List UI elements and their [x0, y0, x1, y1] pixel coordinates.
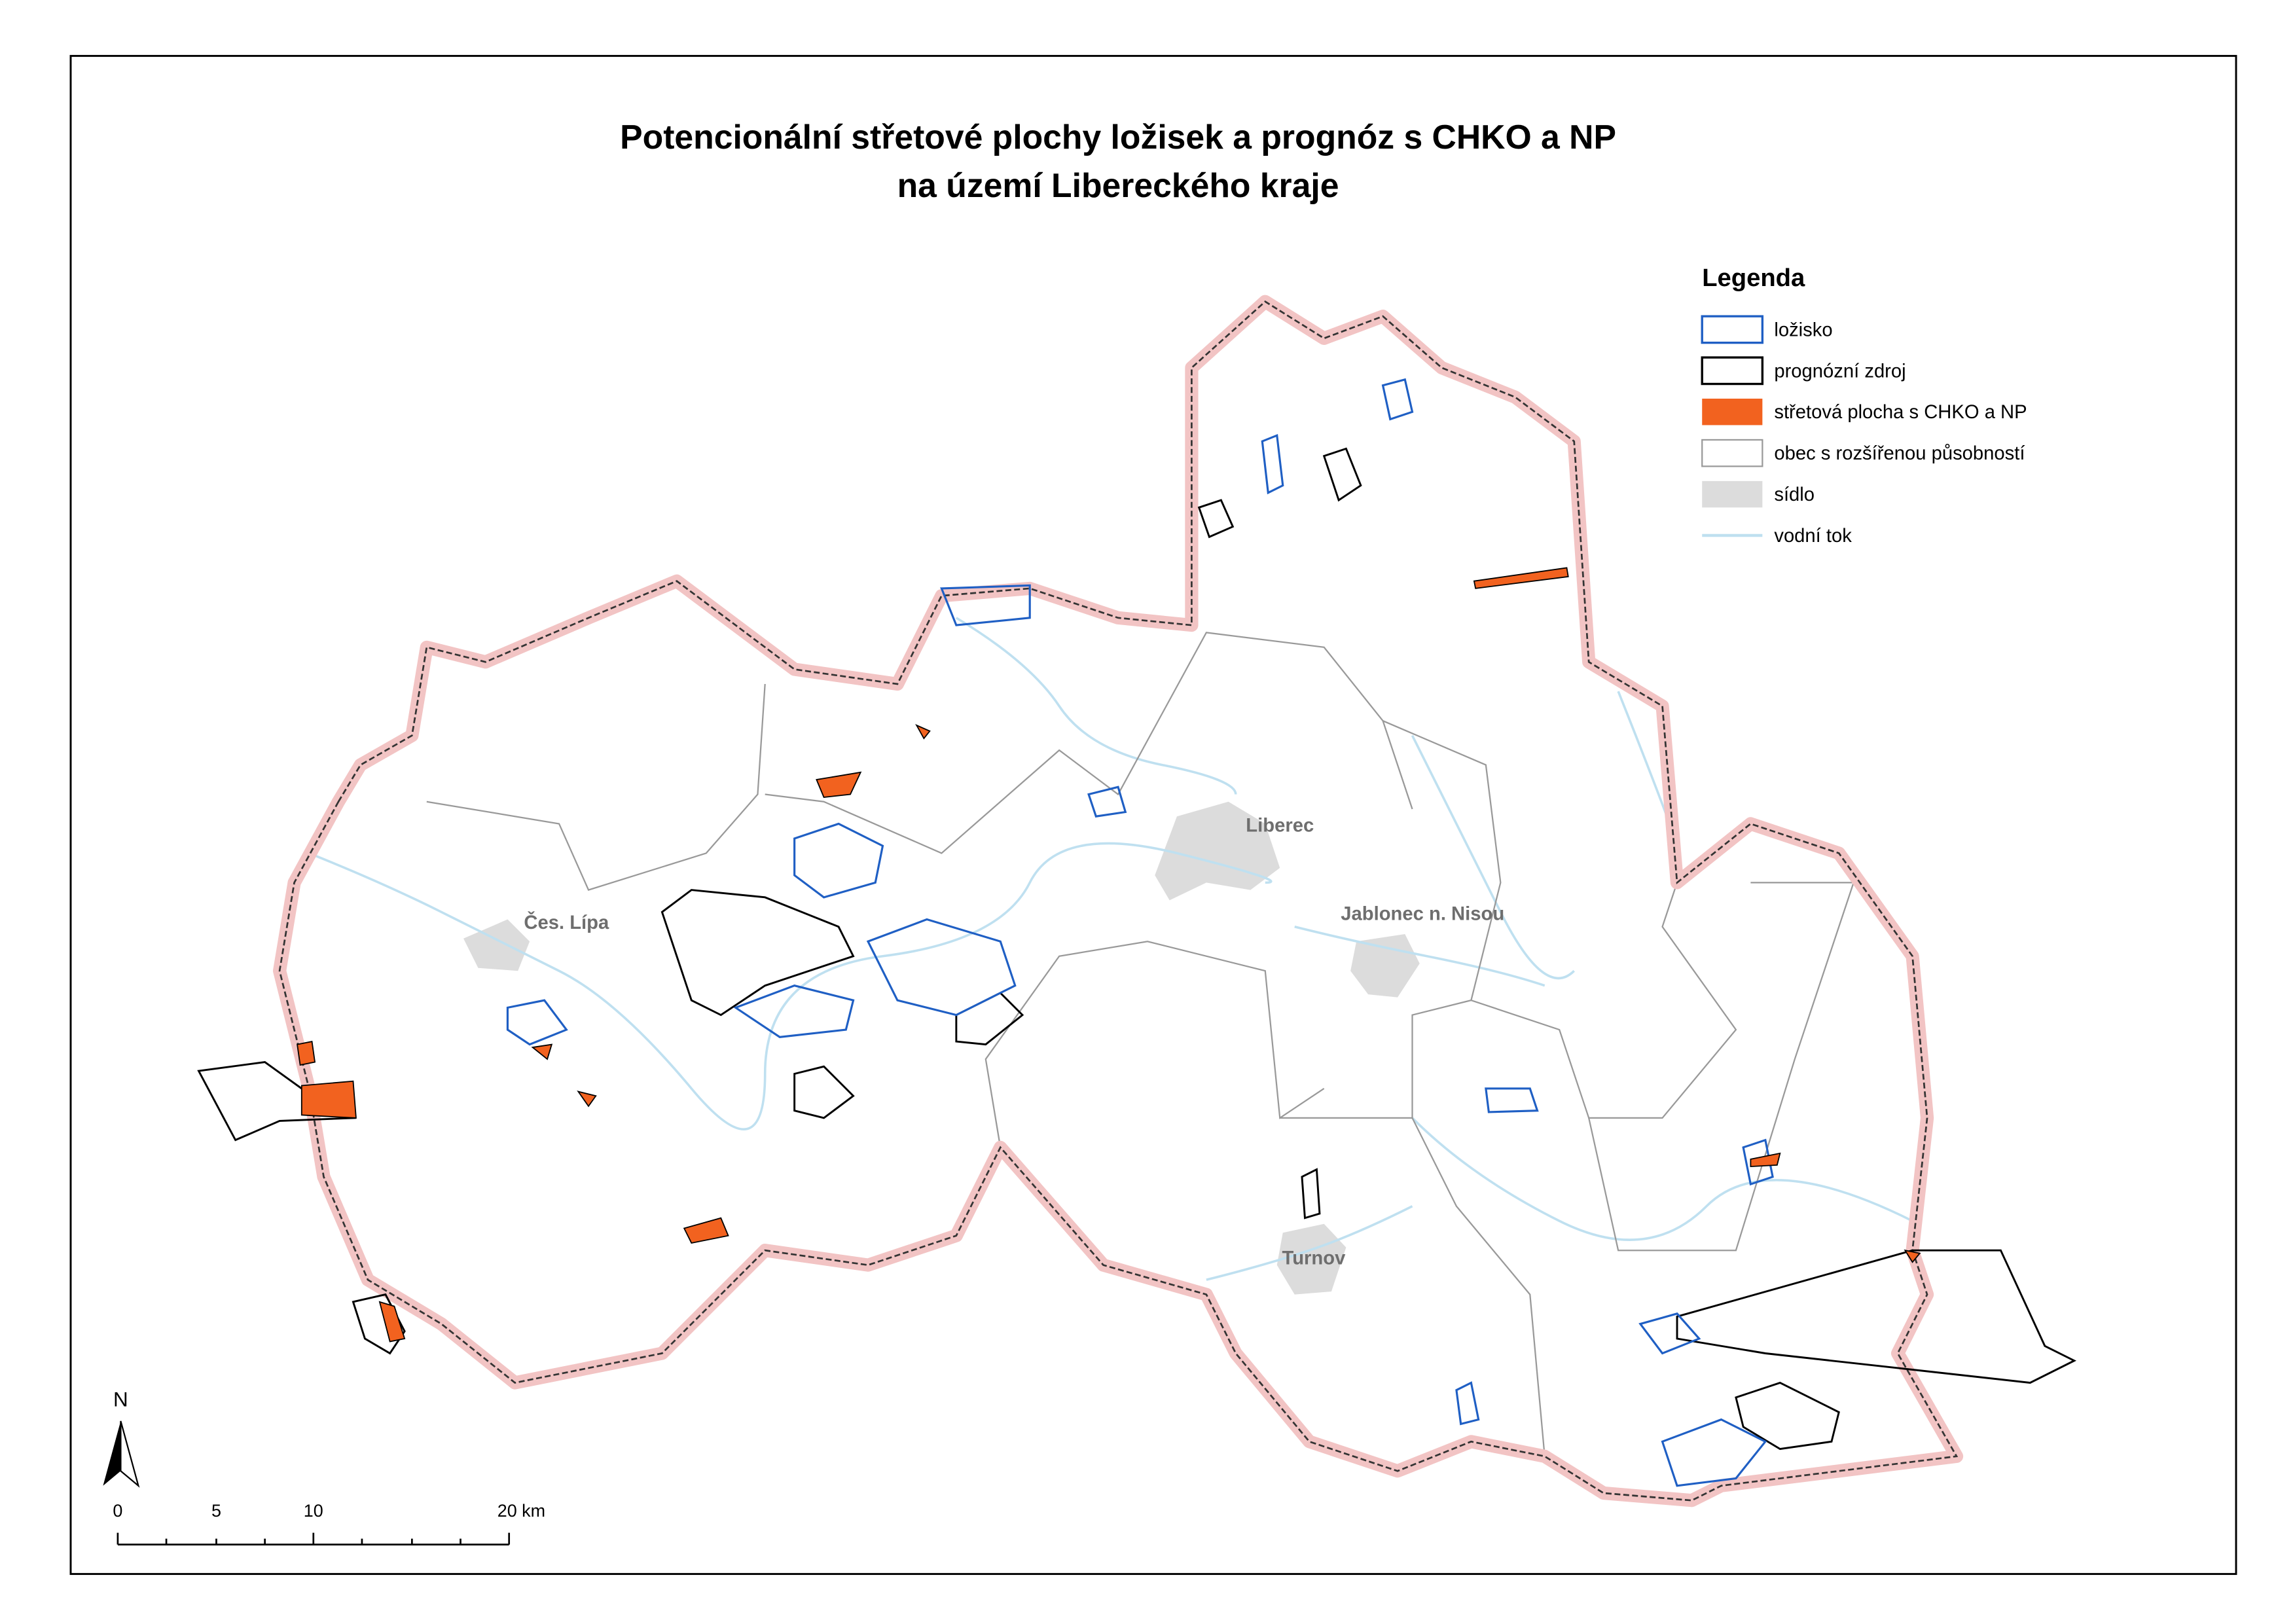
settlement: [1155, 801, 1280, 901]
legend-label: prognózní zdroj: [1774, 361, 1906, 382]
orp-boundary: [426, 683, 766, 891]
orp-boundary: [1588, 882, 1855, 1252]
north-arrow-right: [120, 1420, 140, 1488]
river: [1294, 926, 1545, 987]
conflict-area: [1904, 1249, 1921, 1263]
orp-boundary: [1382, 720, 1737, 1119]
orp-boundary: [765, 632, 1413, 854]
prognostic-resource: [793, 1065, 855, 1119]
deposit: [1261, 433, 1284, 495]
place-label: Liberec: [1246, 816, 1314, 837]
conflict-area: [577, 1091, 597, 1108]
conflict-area: [300, 1080, 357, 1119]
deposit: [1638, 1312, 1701, 1355]
river: [1411, 1117, 1913, 1241]
deposit: [506, 999, 568, 1046]
legend-label: obec s rozšířenou působností: [1774, 443, 2025, 464]
legend-label: střetová plocha s CHKO a NP: [1774, 402, 2027, 423]
legend-swatch: [1702, 399, 1763, 425]
river: [308, 842, 1273, 1130]
legend-swatch: [1702, 480, 1763, 508]
place-label: Jablonec n. Nisou: [1341, 904, 1504, 925]
settlement: [1276, 1223, 1346, 1295]
prognostic-resource: [1301, 1168, 1321, 1219]
place-label: Turnov: [1282, 1248, 1346, 1269]
deposit: [866, 918, 1017, 1017]
conflict-area: [378, 1301, 406, 1343]
place-labels: Liberec Čes. Lípa Jablonec n. Nisou Turn…: [524, 816, 1504, 1269]
deposit: [940, 584, 1031, 626]
conflict-area: [297, 1041, 316, 1066]
conflict-area: [1750, 1152, 1781, 1168]
deposit: [1742, 1138, 1774, 1186]
prognostic-resource: [1197, 499, 1235, 539]
settlement: [1350, 934, 1420, 998]
deposit: [733, 984, 855, 1038]
legend: Legenda ložisko prognózní zdroj střetová…: [1701, 264, 2027, 547]
conflict-area: [531, 1043, 553, 1060]
scale-bar: 0 5 10 20 km: [113, 1501, 545, 1545]
legend-swatch: [1701, 356, 1764, 386]
scale-label: 20 km: [497, 1501, 545, 1521]
conflict-area: [683, 1217, 729, 1244]
deposit: [793, 822, 884, 899]
river: [1617, 691, 1671, 825]
scale-label: 10: [304, 1501, 323, 1521]
river: [955, 617, 1237, 795]
legend-label: sídlo: [1774, 484, 1815, 505]
orp-boundary: [1280, 1000, 1472, 1119]
scale-line: [117, 1532, 511, 1545]
prognostic-resource: [660, 889, 855, 1017]
legend-swatch: [1701, 439, 1763, 467]
conflict-area: [816, 771, 862, 798]
prognostic-resource: [1735, 1381, 1840, 1451]
conflict-area: [915, 723, 931, 740]
map-title: na území Libereckého kraje: [897, 166, 1339, 204]
legend-title: Legenda: [1702, 264, 1805, 292]
legend-label: vodní tok: [1774, 526, 1852, 547]
legend-swatch: [1701, 315, 1764, 344]
legend-label: ložisko: [1774, 319, 1832, 340]
conflict-area: [1473, 567, 1569, 589]
orp-boundary: [1411, 1117, 1545, 1456]
map-content: [197, 295, 2077, 1507]
scale-label: 0: [113, 1501, 122, 1521]
scale-label: 5: [211, 1501, 221, 1521]
deposit: [1087, 785, 1127, 818]
prognostic-resource: [1676, 1249, 2077, 1384]
deposit: [1381, 378, 1414, 421]
map-title: Potencionální střetové plochy ložisek a …: [620, 118, 1616, 156]
deposit: [1485, 1087, 1539, 1113]
deposit: [1661, 1418, 1767, 1487]
place-label: Čes. Lípa: [524, 911, 609, 933]
deposit: [1455, 1381, 1480, 1426]
prognostic-resource: [352, 1293, 406, 1355]
prognostic-resource: [1322, 447, 1362, 502]
north-label: N: [113, 1388, 128, 1411]
river: [1206, 1205, 1413, 1281]
